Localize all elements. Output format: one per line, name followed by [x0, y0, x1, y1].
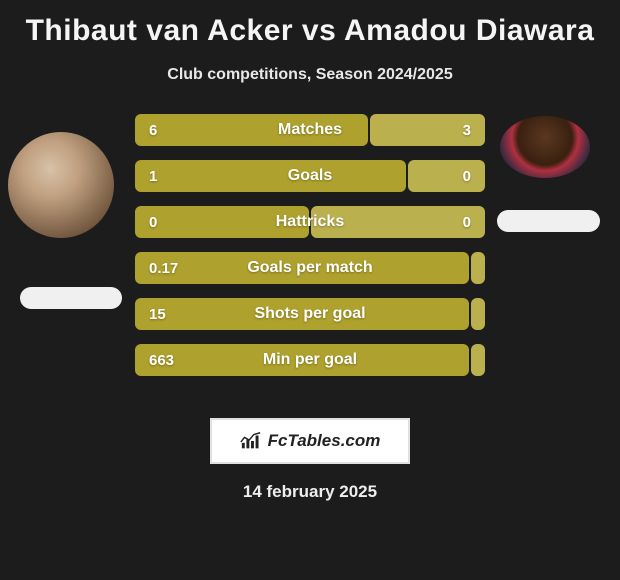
player-left-avatar [8, 132, 114, 238]
stat-row: Matches63 [135, 114, 485, 146]
stat-bar-left [135, 298, 469, 330]
stat-bar-left [135, 206, 309, 238]
stat-value-right: 3 [463, 114, 471, 146]
stat-bar-right [311, 206, 485, 238]
stat-value-left: 6 [149, 114, 157, 146]
player-right-avatar [500, 116, 590, 178]
player-left-club-logo [20, 287, 122, 309]
stat-value-left: 0 [149, 206, 157, 238]
stat-row: Goals per match0.17 [135, 252, 485, 284]
stat-bar-left [135, 252, 469, 284]
stat-row: Hattricks00 [135, 206, 485, 238]
branding-badge: FcTables.com [210, 418, 410, 464]
branding-text: FcTables.com [268, 431, 381, 451]
stat-value-right: 0 [463, 206, 471, 238]
page-title: Thibaut van Acker vs Amadou Diawara [0, 14, 620, 48]
stat-bar-left [135, 160, 406, 192]
comparison-card: Thibaut van Acker vs Amadou Diawara Club… [0, 0, 620, 580]
stat-value-right: 0 [463, 160, 471, 192]
player-right-club-logo [497, 210, 600, 232]
stat-value-left: 1 [149, 160, 157, 192]
subtitle: Club competitions, Season 2024/2025 [0, 66, 620, 84]
stat-value-left: 0.17 [149, 252, 178, 284]
comparison-main: Matches63Goals10Hattricks00Goals per mat… [0, 114, 620, 404]
stat-bar-right [471, 252, 485, 284]
stat-bar-left [135, 344, 469, 376]
stat-bar-right [408, 160, 485, 192]
stat-bar-left [135, 114, 368, 146]
stat-row: Min per goal663 [135, 344, 485, 376]
stat-value-left: 15 [149, 298, 166, 330]
stat-row: Shots per goal15 [135, 298, 485, 330]
stat-bar-right [471, 344, 485, 376]
stat-bars: Matches63Goals10Hattricks00Goals per mat… [135, 114, 485, 390]
footer-date: 14 february 2025 [0, 482, 620, 502]
chart-icon [240, 431, 262, 451]
stat-row: Goals10 [135, 160, 485, 192]
stat-bar-right [471, 298, 485, 330]
stat-value-left: 663 [149, 344, 174, 376]
